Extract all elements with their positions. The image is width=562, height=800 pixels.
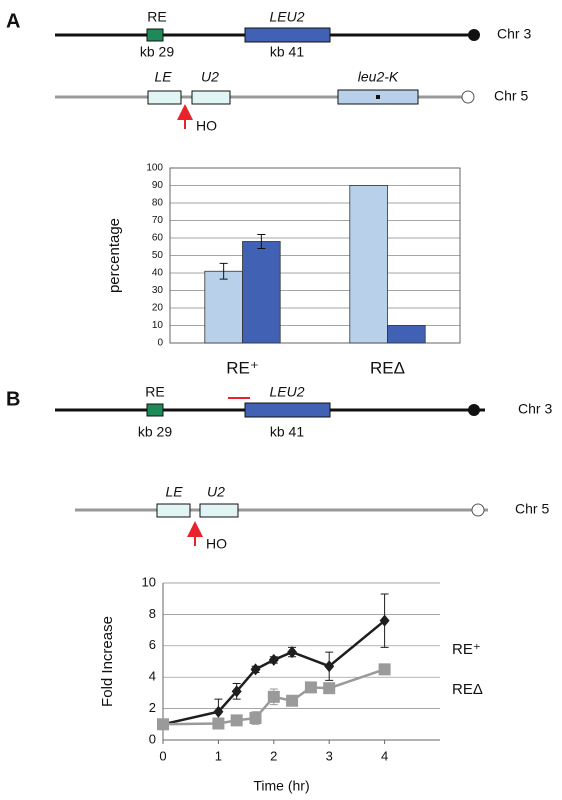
y-tick-label: 100 <box>146 163 163 174</box>
u2-label: U2 <box>201 69 219 85</box>
u2-label: U2 <box>207 484 225 500</box>
y-tick-label: 10 <box>142 574 156 589</box>
y-tick-label: 40 <box>152 268 164 279</box>
marker <box>287 646 298 659</box>
marker <box>268 653 279 666</box>
y-tick-label: 0 <box>149 731 156 746</box>
marker <box>249 712 262 725</box>
marker <box>212 717 225 730</box>
bar <box>387 325 426 344</box>
series-label: REΔ <box>452 681 483 698</box>
y-tick-label: 50 <box>152 250 164 261</box>
panel-label: A <box>6 10 20 32</box>
gene-label: LEU2 <box>269 9 304 25</box>
y-tick-label: 30 <box>152 285 164 296</box>
plot-frame <box>169 167 461 344</box>
x-tick-label: RE⁺ <box>226 358 259 377</box>
error-bar <box>219 262 228 280</box>
y-axis-title: percentage <box>106 218 123 293</box>
chr-label: Chr 3 <box>497 26 531 42</box>
x-tick-label: REΔ <box>370 358 405 377</box>
gene-box <box>244 402 331 418</box>
x-tick-label: 3 <box>326 748 333 763</box>
marker <box>250 663 261 676</box>
x-tick-label: 1 <box>215 748 222 763</box>
error-bar <box>257 234 266 249</box>
marker <box>213 705 224 718</box>
re-label: RE <box>145 384 164 400</box>
le-label: LE <box>154 69 172 85</box>
centromere <box>471 503 485 517</box>
gene-pos: kb 41 <box>270 424 304 440</box>
bar <box>349 185 388 344</box>
marker <box>379 614 390 627</box>
x-axis-title: Time (hr) <box>253 778 309 794</box>
panel-label: B <box>6 388 20 410</box>
marker <box>286 694 299 707</box>
cut-label: HO <box>206 536 227 552</box>
y-tick-label: 10 <box>152 320 164 331</box>
y-tick-label: 20 <box>152 303 164 314</box>
marker <box>378 663 391 676</box>
cut-label: HO <box>196 118 217 134</box>
re-pos: kb 29 <box>138 424 172 440</box>
gene-label: leu2-K <box>358 69 399 85</box>
y-tick-label: 90 <box>152 180 164 191</box>
centromere <box>461 90 475 104</box>
marker <box>230 714 243 727</box>
re-box <box>146 403 164 417</box>
chr-label: Chr 5 <box>494 88 528 104</box>
y-tick-label: 60 <box>152 233 164 244</box>
bar <box>242 241 281 344</box>
u2-box <box>191 90 231 105</box>
y-tick-label: 70 <box>152 215 164 226</box>
re-label: RE <box>147 9 166 25</box>
re-box <box>146 28 164 42</box>
x-tick-label: 2 <box>270 748 277 763</box>
y-axis-title: Fold Increase <box>99 616 116 707</box>
y-tick-label: 6 <box>149 637 156 652</box>
marker <box>323 682 336 695</box>
marker <box>231 685 242 698</box>
mutation <box>376 95 380 99</box>
le-box <box>156 503 191 518</box>
bar <box>204 270 243 344</box>
marker <box>157 718 169 731</box>
x-tick-label: 0 <box>159 748 166 763</box>
re-pos: kb 29 <box>140 44 174 60</box>
centromere <box>468 29 480 41</box>
le-label: LE <box>165 484 183 500</box>
marker <box>304 681 317 694</box>
y-tick-label: 0 <box>157 338 163 349</box>
x-tick-label: 4 <box>381 748 388 763</box>
gene-label: LEU2 <box>269 384 304 400</box>
marker <box>267 690 280 703</box>
chr-label: Chr 5 <box>515 501 549 517</box>
marker <box>324 660 335 673</box>
series-label: RE⁺ <box>452 641 481 658</box>
line <box>162 619 386 726</box>
le-box <box>147 90 182 105</box>
y-tick-label: 8 <box>149 606 156 621</box>
u2-box <box>199 503 239 518</box>
centromere <box>468 404 480 416</box>
y-tick-label: 4 <box>149 669 156 684</box>
gene-box <box>244 27 331 43</box>
y-tick-label: 2 <box>149 700 156 715</box>
gene-pos: kb 41 <box>270 44 304 60</box>
y-tick-label: 80 <box>152 198 164 209</box>
chr-label: Chr 3 <box>518 401 552 417</box>
